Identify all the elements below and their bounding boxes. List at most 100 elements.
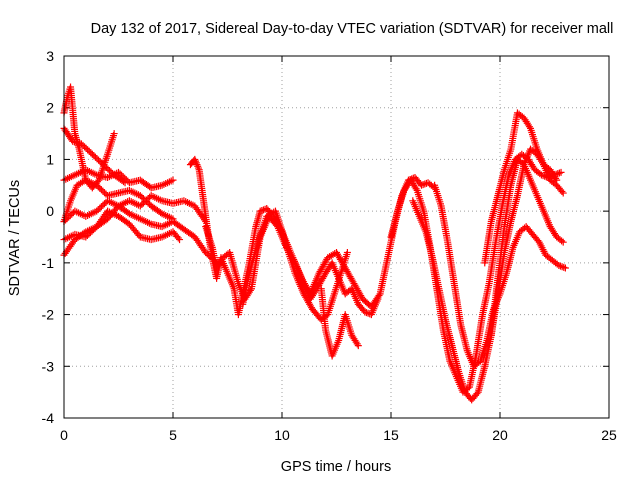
data-point	[422, 179, 430, 187]
data-point	[65, 213, 73, 221]
data-point	[139, 199, 147, 207]
data-point	[88, 227, 96, 235]
data-point	[99, 161, 107, 169]
data-point	[99, 187, 107, 195]
y-tick-label: -4	[42, 410, 55, 426]
plot-frame	[63, 55, 610, 419]
data-point	[174, 234, 182, 242]
data-point	[191, 155, 199, 163]
data-point	[418, 181, 426, 189]
data-point	[96, 184, 104, 192]
y-tick-label: 0	[46, 203, 54, 219]
data-point	[555, 261, 563, 269]
y-tick-labels: -4 -3 -2 -1 0 1 2 3	[42, 48, 55, 426]
data-point	[136, 192, 144, 200]
x-tick-label: 5	[169, 427, 177, 443]
data-point	[192, 157, 200, 165]
series-track-12	[387, 150, 565, 396]
data-points	[60, 83, 569, 404]
series-track-15	[481, 109, 567, 267]
series-track-10	[239, 174, 439, 311]
data-point	[105, 167, 113, 175]
data-point	[138, 193, 146, 201]
data-point	[194, 162, 202, 170]
data-point	[95, 156, 103, 164]
data-point	[100, 189, 108, 197]
series-track-7	[60, 197, 221, 267]
series-track-5	[60, 192, 210, 259]
data-point	[79, 141, 87, 149]
data-point	[555, 169, 563, 177]
data-point	[84, 146, 92, 154]
data-point	[138, 200, 146, 208]
y-tick-label: -3	[42, 358, 55, 374]
series-track-6	[60, 207, 184, 244]
data-point	[194, 164, 202, 172]
data-point	[90, 226, 98, 234]
data-point	[256, 207, 264, 215]
data-point	[556, 262, 564, 270]
data-point	[558, 237, 566, 245]
data-point	[96, 158, 104, 166]
data-point	[115, 168, 122, 176]
x-tick-label: 20	[492, 427, 508, 443]
data-point	[97, 186, 105, 194]
x-axis-label: GPS time / hours	[281, 459, 391, 475]
data-point	[136, 202, 144, 210]
data-point	[202, 249, 210, 257]
data-point	[85, 230, 93, 238]
data-point	[258, 206, 266, 214]
series-track-4	[60, 124, 129, 187]
data-point	[93, 155, 101, 163]
data-point	[169, 176, 177, 184]
data-point	[539, 172, 547, 180]
data-point	[97, 203, 105, 211]
data-point	[91, 153, 99, 161]
x-tick-labels: 0 5 10 15 20 25	[60, 427, 617, 443]
data-point	[119, 178, 127, 186]
data-point	[90, 152, 98, 160]
data-point	[246, 286, 254, 294]
data-point	[96, 204, 104, 212]
data-point	[99, 201, 107, 209]
data-point	[203, 250, 211, 258]
y-tick-label: 2	[46, 100, 54, 116]
data-point	[559, 238, 567, 246]
data-point	[419, 181, 427, 189]
data-point	[364, 309, 372, 317]
x-tick-label: 15	[383, 427, 399, 443]
data-point	[261, 205, 269, 213]
data-point	[104, 165, 112, 173]
data-point	[87, 149, 95, 157]
data-point	[193, 161, 201, 169]
data-point	[192, 159, 200, 167]
data-point	[63, 215, 71, 223]
series-track-11	[317, 285, 362, 360]
data-point	[82, 144, 90, 152]
chart-title: Day 132 of 2017, Sidereal Day-to-day VTE…	[91, 21, 614, 37]
data-point	[141, 198, 149, 206]
data-point	[85, 147, 93, 155]
data-point	[560, 263, 568, 271]
y-tick-label: -1	[42, 255, 55, 271]
data-point	[143, 196, 151, 204]
data-point	[81, 143, 89, 151]
y-axis-label: SDTVAR / TECUs	[7, 180, 23, 296]
data-point	[557, 168, 565, 176]
data-point	[98, 159, 106, 167]
y-tick-label: 1	[46, 151, 54, 167]
data-point	[558, 187, 566, 195]
data-point	[86, 229, 94, 237]
data-point	[473, 390, 481, 398]
data-point	[68, 210, 76, 218]
data-point	[375, 292, 383, 300]
x-tick-label: 0	[60, 427, 68, 443]
data-point	[107, 168, 115, 176]
data-point	[558, 263, 566, 271]
data-point	[353, 340, 361, 348]
data-point	[101, 162, 109, 170]
x-tick-label: 10	[274, 427, 290, 443]
data-point	[100, 200, 108, 208]
data-point	[144, 195, 152, 203]
